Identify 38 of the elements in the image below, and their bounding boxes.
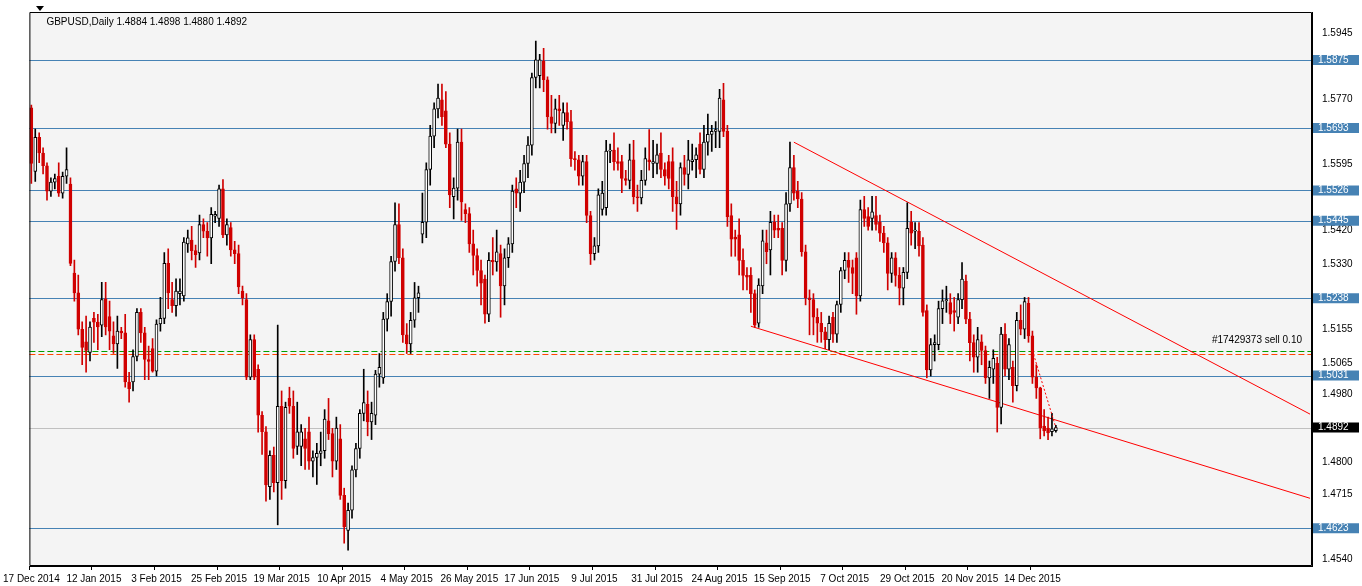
y-tick-label: 1.5065 — [1322, 356, 1354, 368]
y-tick-label: 1.4980 — [1322, 388, 1354, 400]
x-tick-label: 3 Feb 2015 — [131, 572, 183, 584]
ref-line-label: 1.5031 — [1318, 369, 1350, 381]
x-tick-label: 10 Apr 2015 — [317, 572, 372, 584]
x-tick-label: 9 Jul 2015 — [571, 572, 618, 584]
x-tick-label: 7 Oct 2015 — [820, 572, 870, 584]
y-tick-label: 1.5155 — [1322, 322, 1354, 334]
x-tick-label: 29 Oct 2015 — [880, 572, 935, 584]
y-tick-label: 1.5420 — [1322, 223, 1354, 235]
y-tick-label: 1.4715 — [1322, 487, 1354, 499]
x-tick-label: 14 Dec 2015 — [1004, 572, 1062, 584]
x-tick-label: 31 Jul 2015 — [631, 572, 684, 584]
ref-line-label: 1.5238 — [1318, 291, 1350, 303]
y-tick-label: 1.5330 — [1322, 257, 1354, 269]
x-tick-label: 26 May 2015 — [440, 572, 499, 584]
x-tick-label: 15 Sep 2015 — [753, 572, 811, 584]
y-tick-label: 1.5770 — [1322, 92, 1354, 104]
x-tick-label: 25 Feb 2015 — [190, 572, 248, 584]
ref-line-label: 1.5445 — [1318, 214, 1350, 226]
y-tick-label: 1.5595 — [1322, 158, 1354, 170]
ref-line-label: 1.5526 — [1318, 184, 1350, 196]
x-tick-label: 24 Aug 2015 — [691, 572, 749, 584]
x-tick-label: 17 Dec 2014 — [3, 572, 61, 584]
chart-title: GBPUSD,Daily 1.4884 1.4898 1.4880 1.4892 — [46, 15, 248, 27]
ref-line-label: 1.4892 — [1318, 421, 1350, 433]
x-tick-label: 4 May 2015 — [380, 572, 434, 584]
x-tick-label: 17 Jun 2015 — [504, 572, 560, 584]
ref-line-label: #17429373 sell 0.10 — [1211, 334, 1303, 346]
x-tick-label: 12 Jan 2015 — [66, 572, 122, 584]
x-tick-label: 20 Nov 2015 — [941, 572, 999, 584]
y-tick-label: 1.4800 — [1322, 455, 1354, 467]
x-tick-label: 19 Mar 2015 — [253, 572, 311, 584]
ref-line-label: 1.5875 — [1318, 53, 1350, 65]
ref-line-label: 1.5693 — [1318, 121, 1350, 133]
y-tick-label: 1.4540 — [1322, 553, 1354, 565]
y-tick-label: 1.5945 — [1322, 27, 1354, 39]
ref-line-label: 1.4623 — [1318, 521, 1350, 533]
